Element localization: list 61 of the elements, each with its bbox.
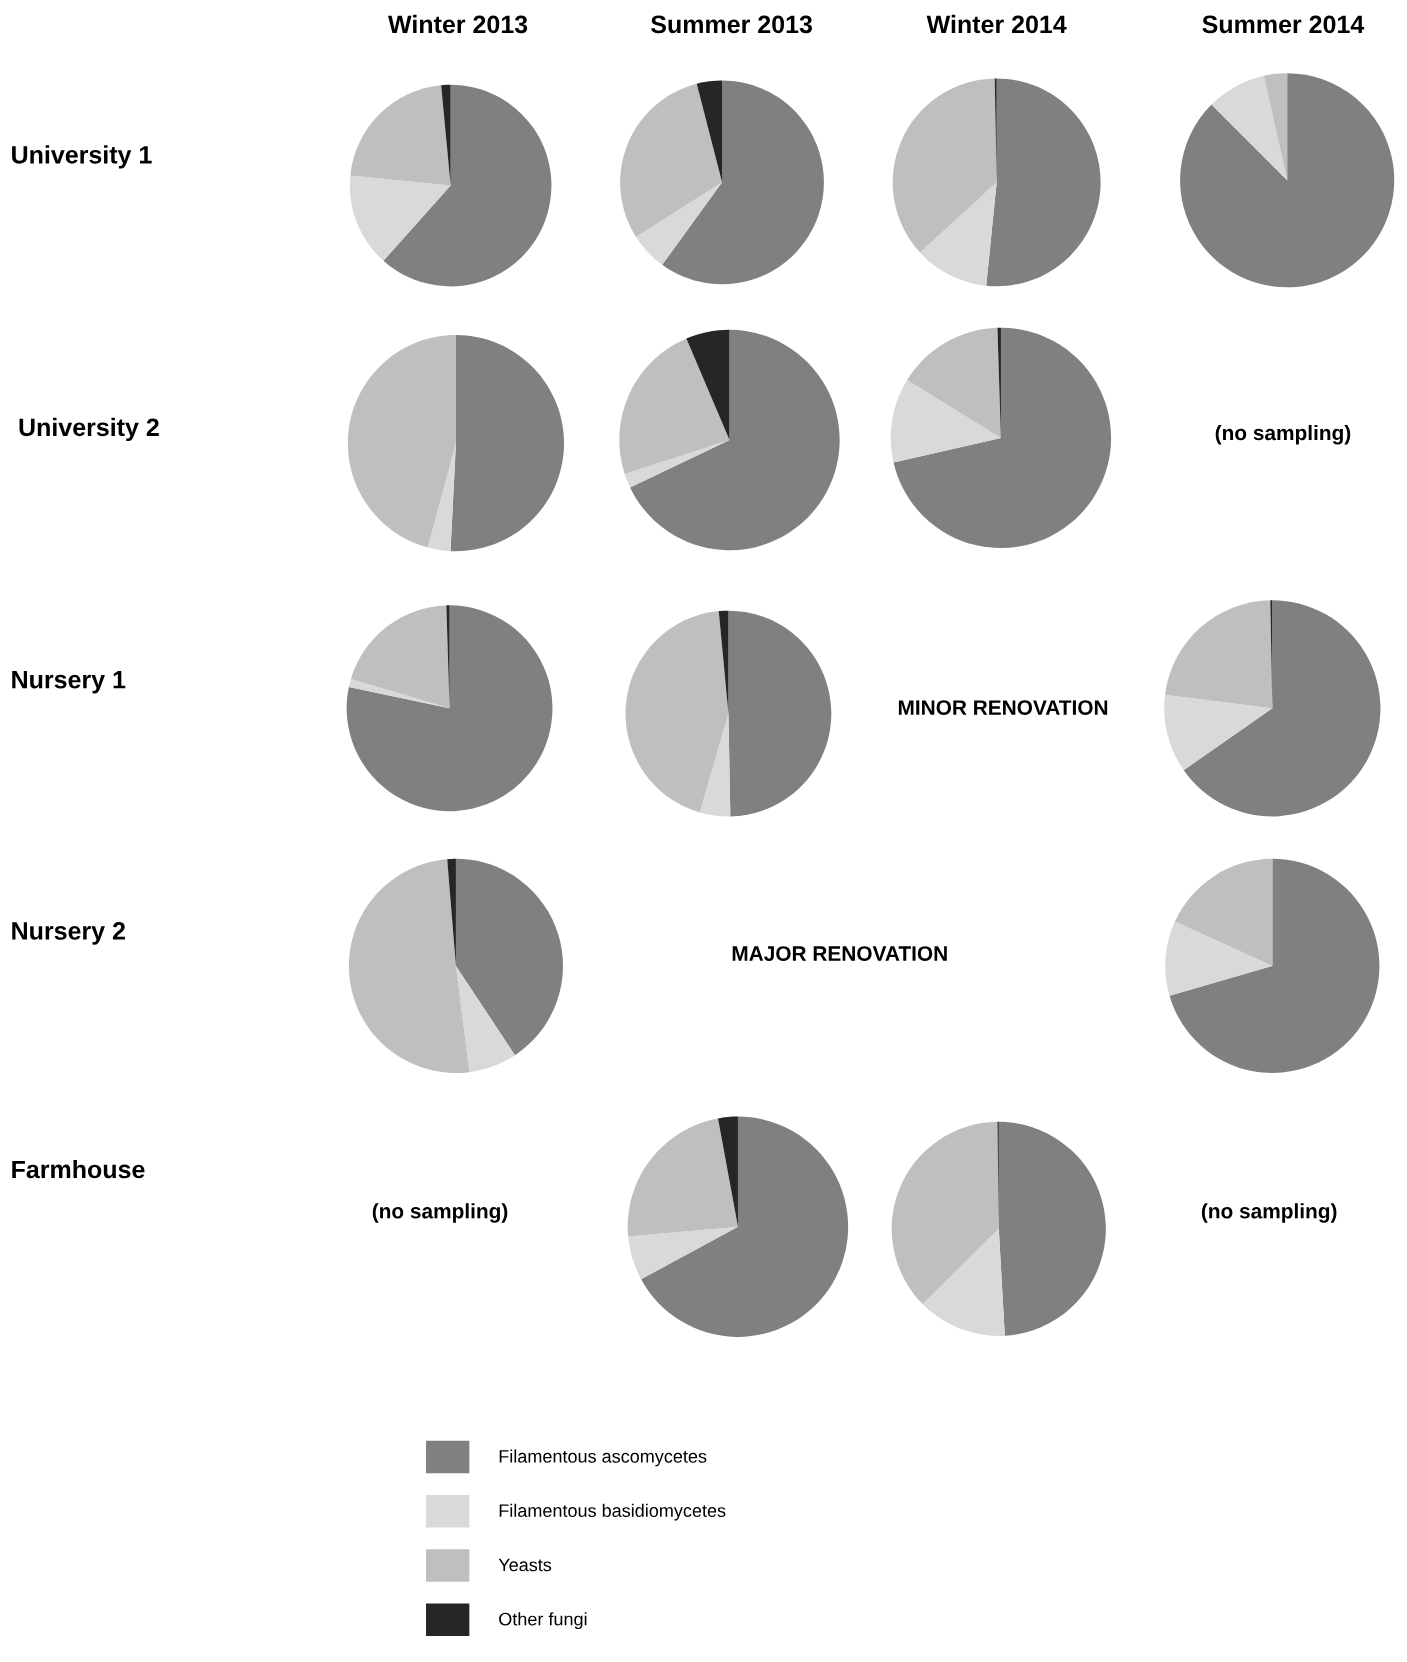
text: University 1 <box>12 145 152 169</box>
pie-slice <box>1165 600 1273 709</box>
pie-slice <box>891 1121 999 1305</box>
pie-slice <box>630 329 840 551</box>
pie-slice <box>922 1228 1005 1336</box>
text: MINOR RENOVATION <box>898 700 1108 715</box>
pie-slice <box>1164 694 1273 771</box>
pie-slice <box>1165 921 1273 996</box>
text: (no sampling) <box>1201 1203 1337 1223</box>
pie-slice <box>686 329 730 441</box>
pie-slice <box>346 605 553 812</box>
pie-slice <box>920 182 997 286</box>
pie-slice <box>350 85 451 186</box>
pie-slice <box>383 84 552 287</box>
text: (no sampling) <box>1215 424 1351 445</box>
pie-slice <box>986 78 1101 287</box>
pie-slice <box>892 78 997 253</box>
pie-slice <box>998 1121 1106 1336</box>
pie-slice <box>455 858 563 1056</box>
pie-slice <box>349 175 451 261</box>
pie-slice <box>636 182 723 265</box>
pie-slice <box>619 338 730 475</box>
pie-slice <box>1174 858 1273 966</box>
pie-slice <box>427 443 456 552</box>
pie-slice <box>348 859 470 1073</box>
text: Winter 2014 <box>926 14 1067 34</box>
text: Nursery 2 <box>12 922 125 945</box>
pie-slice <box>662 80 824 285</box>
text: Nursery 1 <box>12 671 126 694</box>
pie-slice <box>628 1226 738 1280</box>
pie-slice <box>1211 75 1288 181</box>
legend-label: Yeasts <box>498 1558 552 1572</box>
text: MAJOR RENOVATION <box>732 946 947 961</box>
pie-slice <box>893 327 1112 549</box>
text: Winter 2013 <box>388 14 528 34</box>
text: University 2 <box>19 417 159 442</box>
pie-slice <box>717 1116 738 1227</box>
pie-slice <box>446 605 450 709</box>
legend-label: Other fungi <box>499 1612 587 1630</box>
pie-slice <box>347 335 456 548</box>
pie-slice <box>1180 73 1395 288</box>
pie-slice <box>627 1118 738 1237</box>
legend-label: Filamentous ascomycetes <box>499 1449 707 1467</box>
pie-slice <box>728 610 832 817</box>
pie-slice <box>625 611 729 813</box>
pie-slice <box>455 965 515 1073</box>
pie-slice <box>696 80 723 183</box>
pie-slice <box>450 335 565 552</box>
pie-slice <box>907 327 1001 438</box>
text: Summer 2013 <box>651 15 812 34</box>
text: Summer 2014 <box>1202 15 1365 34</box>
pie-slice <box>1169 858 1380 1073</box>
text: Farmhouse <box>12 1159 145 1179</box>
text: (no sampling) <box>372 1203 508 1223</box>
pie-slice <box>1183 600 1381 817</box>
pie-slice <box>890 380 1001 463</box>
pie-slice <box>350 605 450 709</box>
pie-slice <box>641 1116 849 1337</box>
legend-label: Filamentous basidiomycetes <box>499 1503 726 1521</box>
pie-slice <box>441 84 451 186</box>
pie-slice <box>620 83 723 237</box>
